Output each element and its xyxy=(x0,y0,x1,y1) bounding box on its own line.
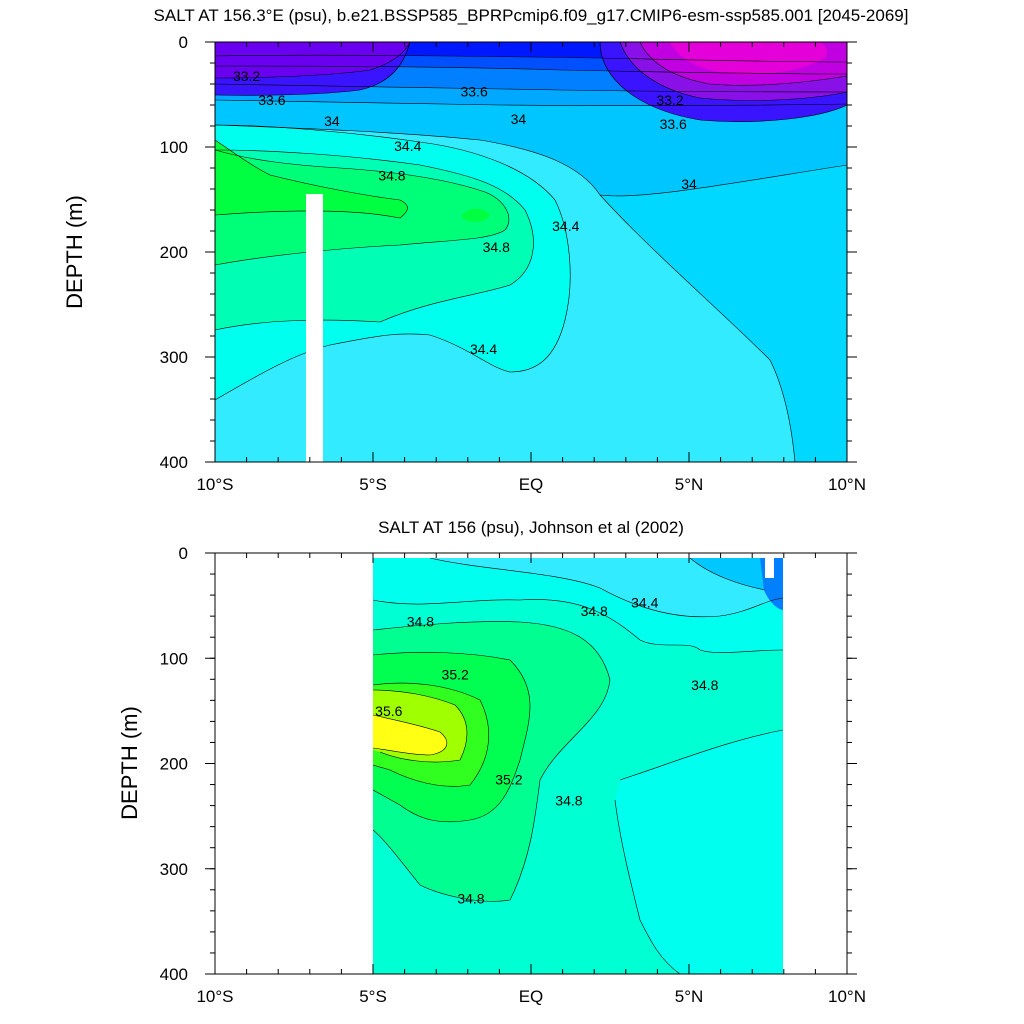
line-33.0-left xyxy=(215,42,411,96)
x-tick-label: 5°N xyxy=(675,987,704,1006)
fill-34.0 xyxy=(690,558,783,590)
fill-32.8-left xyxy=(215,42,410,78)
x-tick-label: EQ xyxy=(519,987,544,1006)
contour-label: 34.8 xyxy=(378,168,405,184)
y-tick-label: 400 xyxy=(160,965,188,984)
contour-label: 33.6 xyxy=(258,92,285,108)
fill-34.0 xyxy=(215,94,847,196)
line-34.4 xyxy=(429,558,783,618)
contour-label: 34.8 xyxy=(555,793,582,809)
panel-model-contour-fill xyxy=(215,42,847,462)
x-tick-label: 5°N xyxy=(675,475,704,494)
line-35.4 xyxy=(373,682,490,787)
line-34.6 xyxy=(215,124,571,401)
line-32.6-right xyxy=(639,42,847,86)
contour-label: 35.2 xyxy=(442,666,469,682)
line-35.0 xyxy=(215,149,510,266)
panel-observed-axes: 10°S 5°S EQ 5°N 10°N 0 100 200 300 400 xyxy=(160,544,866,1006)
panel-observed-contour-fill xyxy=(373,558,783,974)
fill-34.6-lower xyxy=(615,730,783,974)
fill-35.2 xyxy=(215,140,408,218)
contour-label: 35.2 xyxy=(495,772,522,788)
contour-label: 35.6 xyxy=(375,703,402,719)
x-tick-label: 10°N xyxy=(828,987,866,1006)
line-33.6 xyxy=(215,83,847,93)
contour-label: 33.2 xyxy=(233,68,260,84)
line-35.0 xyxy=(373,621,611,902)
contour-label: 34 xyxy=(681,176,697,192)
line-34.2 xyxy=(599,194,796,462)
line-34.0 xyxy=(689,558,766,591)
y-tick-label: 0 xyxy=(179,544,188,563)
x-tick-label: 5°S xyxy=(359,987,387,1006)
line-35.8 xyxy=(373,714,448,756)
line-35.6 xyxy=(373,689,468,763)
contour-label: 34.8 xyxy=(457,890,484,906)
fill-35.8 xyxy=(373,715,447,755)
line-32.8-left xyxy=(215,42,411,79)
x-tick-label: 10°N xyxy=(828,475,866,494)
x-tick-label: 10°S xyxy=(196,987,233,1006)
contour-label: 34.4 xyxy=(631,595,658,611)
y-tick-label: 200 xyxy=(160,755,188,774)
contour-label: 33.6 xyxy=(460,84,487,100)
panel-model-ylabel: DEPTH (m) xyxy=(62,195,87,309)
panel-observed-title: SALT AT 156 (psu), Johnson et al (2002) xyxy=(378,518,684,537)
line-32.8-right xyxy=(619,42,847,101)
line-34.0 xyxy=(215,124,847,197)
y-tick-label: 400 xyxy=(160,453,188,472)
panel-observed: SALT AT 156 (psu), Johnson et al (2002) xyxy=(117,518,866,1006)
y-tick-label: 200 xyxy=(160,243,188,262)
line-33.4 xyxy=(215,65,847,75)
fill-34.2-right xyxy=(600,120,847,462)
panel-model-title: SALT AT 156.3°E (psu), b.e21.BSSP585_BPR… xyxy=(154,6,909,25)
line-34.6-lower xyxy=(614,729,783,974)
contour-label: 33.6 xyxy=(660,116,687,132)
y-tick-label: 300 xyxy=(160,348,188,367)
line-35.2 xyxy=(373,651,531,823)
panel-observed-contour-labels: 34.8 35.2 35.6 35.2 34.8 34.8 34.8 34.4 34.8 xyxy=(375,595,718,907)
panel-observed-contour-lines xyxy=(373,558,783,974)
y-tick-label: 100 xyxy=(160,138,188,157)
panel-model-contour-labels: 33.2 33.6 34 34.4 34.8 33.6 34 33.2 33.6 34 34.4 34… xyxy=(233,68,697,357)
line-34.6-upper xyxy=(373,599,783,653)
line-34.8 xyxy=(215,149,534,331)
line-33.2 xyxy=(215,54,847,63)
panel-model-contour-lines xyxy=(215,42,847,462)
contour-label: 34.8 xyxy=(483,239,510,255)
missing-data-gap xyxy=(765,558,774,578)
fill-35.2-eye xyxy=(462,208,490,222)
contour-label: 34.4 xyxy=(394,138,421,154)
x-tick-label: 10°S xyxy=(196,475,233,494)
missing-data-column xyxy=(306,194,323,462)
contour-label: 34.8 xyxy=(691,677,718,693)
panel-model-axes: 10°S 5°S EQ 5°N 10°N 0 100 200 300 400 xyxy=(160,33,866,494)
contour-label: 34.4 xyxy=(470,341,497,357)
panel-model: SALT AT 156.3°E (psu), b.e21.BSSP585_BPR… xyxy=(62,6,908,494)
contour-label: 34 xyxy=(511,111,527,127)
x-tick-label: EQ xyxy=(519,475,544,494)
contour-label: 34.8 xyxy=(581,603,608,619)
y-tick-label: 0 xyxy=(179,33,188,52)
line-33.0-right xyxy=(599,42,847,122)
fill-34.4 xyxy=(430,558,783,617)
contour-label: 33.2 xyxy=(656,92,683,108)
y-tick-label: 100 xyxy=(160,649,188,668)
panel-observed-ylabel: DEPTH (m) xyxy=(117,706,142,820)
x-tick-label: 5°S xyxy=(359,475,387,494)
fill-32.4-right xyxy=(670,42,828,75)
contour-label: 34.8 xyxy=(407,614,434,630)
contour-label: 34.4 xyxy=(552,218,579,234)
contour-label: 34 xyxy=(324,113,340,129)
y-tick-label: 300 xyxy=(160,860,188,879)
